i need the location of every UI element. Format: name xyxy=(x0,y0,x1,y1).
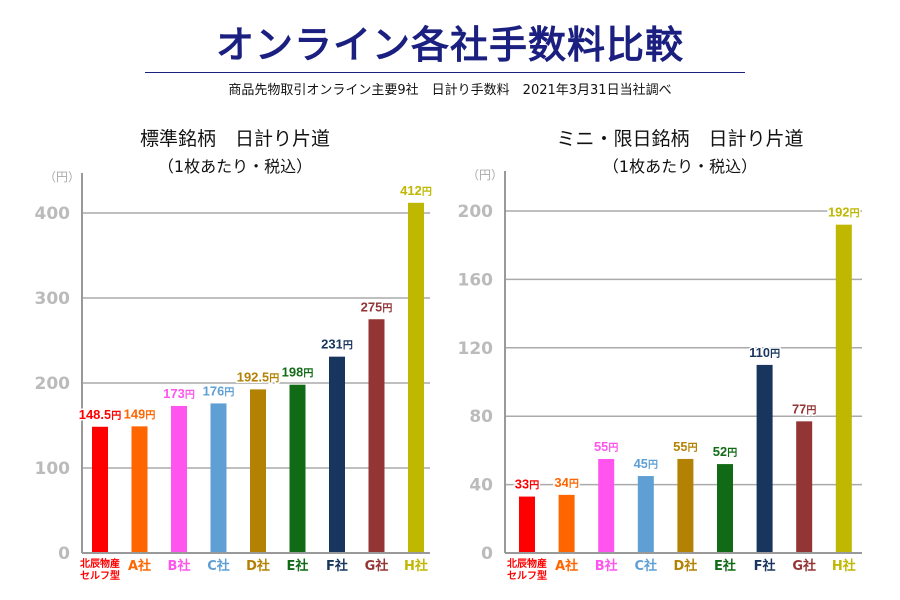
x-tick-label: B社 xyxy=(595,558,618,574)
data-label: 55円 xyxy=(673,439,697,454)
x-tick-label: E社 xyxy=(714,558,736,574)
data-label: 275円 xyxy=(361,299,393,314)
x-tick-label: 北辰物産 xyxy=(507,557,547,570)
x-tick-label: A社 xyxy=(128,558,151,574)
y-tick-label: 200 xyxy=(35,374,71,394)
data-label: 55円 xyxy=(594,439,618,454)
page-subtitle: 商品先物取引オンライン主要9社 日計り手数料 2021年3月31日当社調べ xyxy=(228,83,672,98)
x-tick-label: E社 xyxy=(287,558,309,574)
bar xyxy=(598,458,615,553)
bar xyxy=(171,405,187,553)
bar xyxy=(796,421,813,553)
data-label: 192.5円 xyxy=(237,369,280,384)
bar xyxy=(329,356,345,553)
y-tick-label: 80 xyxy=(469,407,493,427)
y-axis-unit: （円） xyxy=(467,168,503,182)
data-label: 33円 xyxy=(515,477,539,492)
x-tick-label: セルフ型 xyxy=(507,569,547,582)
x-tick-label: D社 xyxy=(246,558,270,574)
x-tick-label: G社 xyxy=(365,558,389,574)
x-tick-label: D社 xyxy=(674,558,698,574)
bar xyxy=(637,476,654,553)
data-label: 148.5円 xyxy=(79,407,122,422)
chart1-subtitle: （1枚あたり・税込） xyxy=(157,157,313,176)
bar xyxy=(368,319,385,553)
chart1-title: 標準銘柄 日計り片道 xyxy=(139,128,330,150)
data-label: 34円 xyxy=(554,475,578,490)
x-tick-label: F社 xyxy=(326,558,348,574)
y-tick-label: 160 xyxy=(458,270,494,290)
bar xyxy=(717,464,733,553)
x-tick-label: H社 xyxy=(404,558,428,574)
data-label: 231円 xyxy=(321,337,353,352)
y-tick-label: 300 xyxy=(35,289,71,309)
data-label: 192円 xyxy=(828,205,860,220)
bar xyxy=(131,426,148,553)
bar xyxy=(677,458,694,553)
x-tick-label: セルフ型 xyxy=(80,569,120,582)
data-label: 198円 xyxy=(282,365,314,380)
x-tick-label: C社 xyxy=(635,558,658,574)
y-tick-label: 0 xyxy=(58,544,70,564)
chart2-subtitle: （1枚あたり・税込） xyxy=(602,157,758,176)
page-title: オンライン各社手数料比較 xyxy=(215,23,684,67)
chart2-title: ミニ・限日銘柄 日計り片道 xyxy=(556,128,804,150)
bar xyxy=(92,426,108,553)
bar xyxy=(558,494,575,553)
data-label: 173円 xyxy=(163,386,195,401)
y-tick-label: 200 xyxy=(458,202,494,222)
data-label: 412円 xyxy=(400,183,432,198)
x-tick-label: F社 xyxy=(754,558,776,574)
bar xyxy=(408,202,424,554)
data-label: 45円 xyxy=(634,456,658,471)
bar xyxy=(250,389,266,553)
title-divider xyxy=(145,72,745,73)
bar xyxy=(835,224,852,553)
bar xyxy=(519,496,535,553)
bar xyxy=(210,403,227,553)
y-axis-unit: （円） xyxy=(44,170,80,184)
y-tick-label: 0 xyxy=(481,544,493,564)
data-label: 176円 xyxy=(203,383,235,398)
x-tick-label: B社 xyxy=(168,558,191,574)
x-tick-label: A社 xyxy=(555,558,578,574)
y-tick-label: 40 xyxy=(469,476,493,496)
x-tick-label: G社 xyxy=(792,558,816,574)
x-tick-label: 北辰物産 xyxy=(80,557,120,570)
x-tick-label: H社 xyxy=(832,558,856,574)
data-label: 149円 xyxy=(124,406,156,421)
bar xyxy=(289,384,306,553)
y-tick-label: 400 xyxy=(35,204,71,224)
x-tick-label: C社 xyxy=(207,558,230,574)
data-label: 52円 xyxy=(713,444,737,459)
data-label: 77円 xyxy=(792,401,816,416)
bar xyxy=(756,364,773,553)
y-tick-label: 120 xyxy=(458,339,494,359)
y-tick-label: 100 xyxy=(35,459,71,479)
